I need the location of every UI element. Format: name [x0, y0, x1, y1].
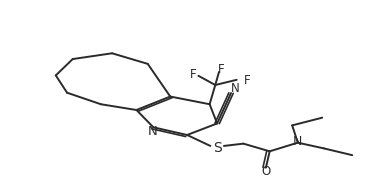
Text: N: N [293, 135, 302, 148]
Text: O: O [261, 165, 271, 178]
Text: S: S [213, 141, 222, 155]
Text: F: F [244, 74, 251, 87]
Text: N: N [231, 82, 240, 95]
Text: F: F [189, 68, 196, 81]
Text: N: N [148, 125, 158, 138]
Text: F: F [218, 63, 224, 76]
